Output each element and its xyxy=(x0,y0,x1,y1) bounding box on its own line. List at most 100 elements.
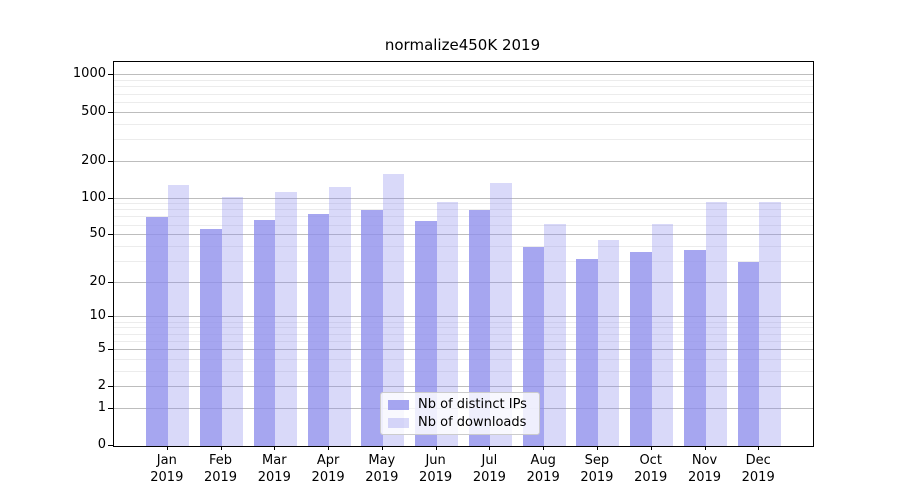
bar-ips-apr xyxy=(307,213,330,446)
legend-label-distinct-ips: Nb of distinct IPs xyxy=(418,397,527,412)
gridline-3 xyxy=(114,370,813,372)
x-tick-mark xyxy=(166,446,168,450)
bar-ips-feb xyxy=(200,229,222,446)
gridline-800 xyxy=(114,86,813,88)
gridline-40 xyxy=(114,245,813,247)
bar-ips-mar xyxy=(253,219,276,446)
gridline-7 xyxy=(114,333,813,335)
x-tick-mark xyxy=(220,446,222,450)
x-tick-label-jul: Jul 2019 xyxy=(472,453,506,485)
legend: Nb of distinct IPs Nb of downloads xyxy=(380,392,540,435)
bar-downloads-jan xyxy=(167,184,190,446)
y-tick-mark xyxy=(108,281,113,283)
x-tick-mark xyxy=(274,446,276,450)
gridline-300 xyxy=(114,138,813,140)
x-tick-label-jun: Jun 2019 xyxy=(419,453,453,485)
gridline-20 xyxy=(114,281,813,283)
gridline-5 xyxy=(114,348,813,350)
y-tick-label-50: 50 xyxy=(89,226,106,242)
gridline-900 xyxy=(114,80,813,82)
x-tick-mark xyxy=(704,446,706,450)
y-tick-label-10: 10 xyxy=(89,308,106,324)
x-tick-mark xyxy=(543,446,545,450)
y-tick-mark xyxy=(108,445,113,446)
y-tick-mark xyxy=(108,386,113,388)
bar-ips-jun xyxy=(415,221,437,446)
gridline-100 xyxy=(114,197,813,199)
x-tick-mark xyxy=(435,446,437,450)
y-tick-mark xyxy=(108,197,113,199)
gridline-9 xyxy=(114,321,813,323)
y-tick-mark xyxy=(108,316,113,318)
y-tick-mark xyxy=(108,407,113,409)
bar-downloads-dec xyxy=(759,201,781,446)
chart-title: normalize450K 2019 xyxy=(384,36,541,54)
x-tick-label-sep: Sep 2019 xyxy=(580,453,614,485)
gridline-30 xyxy=(114,260,813,262)
gridline-70 xyxy=(114,216,813,218)
gridline-80 xyxy=(114,209,813,211)
y-tick-label-5: 5 xyxy=(97,340,106,356)
x-tick-mark xyxy=(758,446,760,450)
bar-downloads-aug xyxy=(544,223,566,446)
bar-downloads-sep xyxy=(597,239,620,446)
bar-downloads-oct xyxy=(651,223,674,446)
gridline-500 xyxy=(114,111,813,113)
legend-swatch-downloads xyxy=(388,417,409,428)
x-tick-mark xyxy=(489,446,491,450)
y-tick-label-500: 500 xyxy=(81,103,106,119)
y-tick-label-0: 0 xyxy=(97,437,106,452)
x-tick-mark xyxy=(328,446,330,450)
x-tick-label-mar: Mar 2019 xyxy=(257,453,291,485)
gridline-8 xyxy=(114,327,813,329)
y-tick-label-2: 2 xyxy=(97,378,106,394)
y-tick-label-200: 200 xyxy=(81,152,106,168)
gridline-4 xyxy=(114,358,813,360)
gridline-6 xyxy=(114,340,813,342)
legend-item-downloads: Nb of downloads xyxy=(388,415,531,430)
bar-downloads-may xyxy=(382,173,405,446)
y-tick-label-1000: 1000 xyxy=(72,66,106,82)
x-tick-label-aug: Aug 2019 xyxy=(526,453,560,485)
bar-ips-dec xyxy=(737,261,760,446)
gridline-400 xyxy=(114,123,813,125)
y-tick-label-1: 1 xyxy=(97,399,106,415)
gridline-10 xyxy=(114,316,813,318)
bar-ips-jan xyxy=(146,216,168,446)
bar-downloads-feb xyxy=(221,197,243,446)
gridline-60 xyxy=(114,224,813,226)
gridline-600 xyxy=(114,101,813,103)
bar-downloads-jun xyxy=(436,202,459,446)
x-tick-mark xyxy=(596,446,598,450)
legend-swatch-distinct-ips xyxy=(388,399,409,410)
legend-item-distinct-ips: Nb of distinct IPs xyxy=(388,397,531,412)
gridline-1000 xyxy=(114,74,813,76)
gridline-200 xyxy=(114,160,813,162)
y-tick-mark xyxy=(108,111,113,113)
x-tick-label-dec: Dec 2019 xyxy=(741,453,775,485)
y-tick-mark xyxy=(108,234,113,236)
bar-ips-nov xyxy=(684,249,706,446)
x-tick-label-oct: Oct 2019 xyxy=(634,453,668,485)
x-tick-label-jan: Jan 2019 xyxy=(150,453,184,485)
plot-area xyxy=(113,61,814,447)
y-tick-mark xyxy=(108,74,113,76)
legend-label-downloads: Nb of downloads xyxy=(418,415,527,430)
gridline-700 xyxy=(114,93,813,95)
gridline-2 xyxy=(114,386,813,388)
x-tick-label-feb: Feb 2019 xyxy=(203,453,238,485)
bar-downloads-mar xyxy=(275,192,297,446)
y-tick-mark xyxy=(108,160,113,162)
x-tick-label-apr: Apr 2019 xyxy=(311,453,345,485)
y-tick-label-100: 100 xyxy=(81,189,106,205)
bar-downloads-nov xyxy=(705,202,727,446)
x-tick-mark xyxy=(381,446,383,450)
x-tick-mark xyxy=(650,446,652,450)
bar-ips-may xyxy=(361,210,383,446)
bar-ips-jul xyxy=(468,210,491,446)
bar-ips-oct xyxy=(630,252,652,446)
gridline-90 xyxy=(114,203,813,205)
y-tick-mark xyxy=(108,348,113,350)
bar-downloads-jul xyxy=(490,182,512,446)
